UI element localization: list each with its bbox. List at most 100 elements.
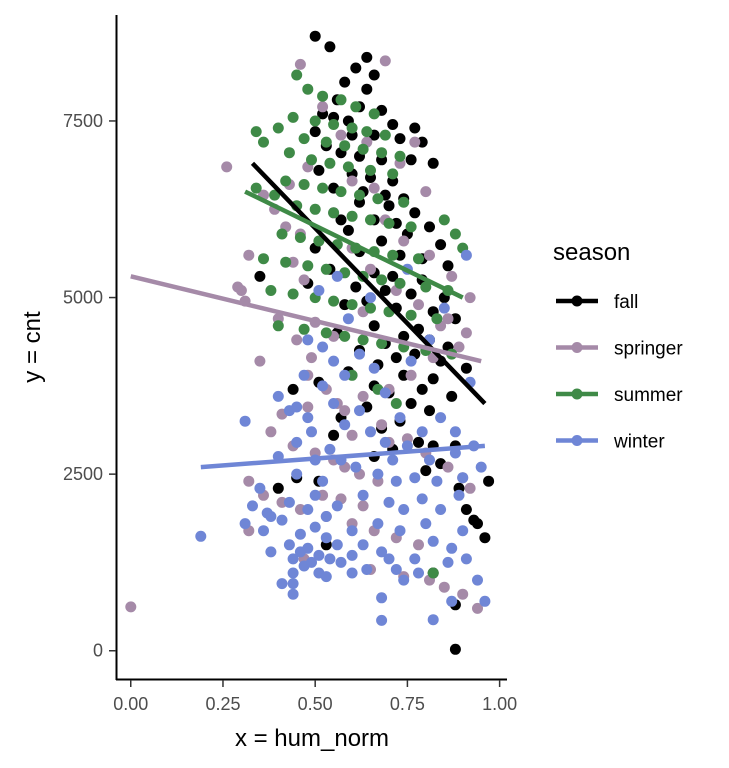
data-point-summer — [394, 277, 406, 289]
data-point-winter — [475, 461, 487, 473]
data-point-summer — [376, 338, 388, 349]
data-point-summer — [269, 189, 281, 201]
data-point-winter — [346, 567, 358, 579]
y-tick-label: 0 — [93, 641, 103, 661]
data-point-springer — [221, 161, 233, 173]
data-point-fall — [442, 260, 454, 272]
data-point-winter — [287, 567, 299, 579]
data-point-winter — [317, 475, 329, 487]
data-point-winter — [383, 553, 395, 565]
x-tick-label: 0.75 — [390, 694, 425, 714]
data-point-summer — [287, 111, 299, 123]
data-point-winter — [328, 398, 340, 409]
data-point-fall — [416, 383, 428, 395]
data-point-winter — [357, 489, 369, 501]
data-point-summer — [335, 186, 347, 198]
data-point-winter — [324, 553, 336, 565]
data-point-summer — [383, 217, 395, 229]
data-point-summer — [350, 101, 362, 113]
data-point-fall — [398, 330, 410, 342]
data-point-summer — [250, 182, 262, 194]
data-point-winter — [472, 574, 483, 586]
data-point-springer — [442, 313, 454, 325]
data-point-fall — [387, 270, 399, 282]
data-point-winter — [313, 285, 325, 296]
data-point-fall — [376, 235, 388, 247]
y-tick-label: 5000 — [63, 288, 103, 308]
legend-items: fall springer summer winter — [556, 292, 683, 453]
data-point-summer — [427, 567, 439, 579]
fit-line-summer — [244, 189, 464, 300]
data-point-fall — [390, 352, 402, 364]
data-point-springer — [335, 129, 347, 141]
data-point-summer — [420, 281, 432, 293]
points-layer — [125, 30, 495, 655]
data-point-summer — [328, 207, 340, 219]
data-point-fall — [427, 157, 439, 169]
data-point-summer — [335, 94, 347, 106]
data-point-winter — [427, 614, 439, 626]
data-point-winter — [317, 380, 329, 392]
data-point-fall — [460, 504, 472, 515]
data-point-summer — [394, 150, 406, 162]
data-point-summer — [313, 235, 325, 247]
data-point-winter — [283, 496, 295, 508]
data-point-winter — [335, 556, 347, 568]
data-point-fall — [409, 207, 421, 219]
x-tick-label: 0.25 — [205, 694, 240, 714]
data-point-winter — [195, 530, 207, 542]
data-point-winter — [372, 518, 384, 530]
data-point-winter — [309, 489, 321, 501]
data-point-winter — [272, 390, 284, 402]
data-point-springer — [446, 270, 458, 282]
data-point-springer — [464, 482, 476, 494]
data-point-summer — [287, 288, 299, 300]
data-point-winter — [442, 556, 454, 568]
data-point-summer — [302, 83, 314, 95]
data-point-summer — [361, 126, 373, 138]
data-point-fall — [424, 405, 435, 417]
data-point-summer — [328, 119, 340, 130]
data-point-winter — [298, 369, 310, 381]
data-point-fall — [472, 518, 483, 530]
data-point-summer — [376, 274, 388, 286]
data-point-springer — [339, 405, 351, 417]
data-point-fall — [383, 200, 395, 212]
data-point-winter — [394, 412, 406, 424]
data-point-springer — [235, 285, 247, 296]
data-point-springer — [464, 292, 476, 304]
data-point-winter — [350, 461, 362, 473]
data-point-fall — [449, 643, 461, 655]
data-point-fall — [435, 239, 447, 251]
data-point-winter — [379, 436, 391, 448]
data-point-summer — [390, 398, 402, 409]
data-point-fall — [361, 51, 373, 63]
data-point-summer — [368, 108, 380, 120]
x-axis-title: x = hum_norm — [235, 725, 389, 752]
data-point-springer — [298, 274, 310, 286]
data-point-winter — [346, 549, 358, 561]
data-point-winter — [247, 500, 258, 512]
data-point-springer — [424, 249, 435, 261]
data-point-winter — [409, 553, 421, 565]
data-point-winter — [302, 334, 314, 346]
data-point-winter — [302, 504, 314, 515]
data-point-winter — [354, 348, 365, 360]
data-point-winter — [306, 556, 317, 568]
data-point-winter — [287, 578, 299, 590]
data-point-summer — [398, 196, 410, 208]
data-point-winter — [394, 525, 406, 537]
data-point-winter — [390, 564, 402, 575]
data-point-winter — [435, 412, 447, 424]
data-point-winter — [302, 542, 314, 554]
legend-item-summer: summer — [556, 385, 683, 406]
data-point-winter — [354, 405, 365, 417]
data-point-summer — [302, 260, 314, 272]
data-point-summer — [346, 299, 358, 311]
data-point-winter — [368, 362, 380, 374]
data-point-fall — [479, 532, 491, 544]
data-point-summer — [294, 232, 306, 243]
data-point-summer — [449, 228, 461, 240]
data-point-summer — [317, 90, 329, 102]
